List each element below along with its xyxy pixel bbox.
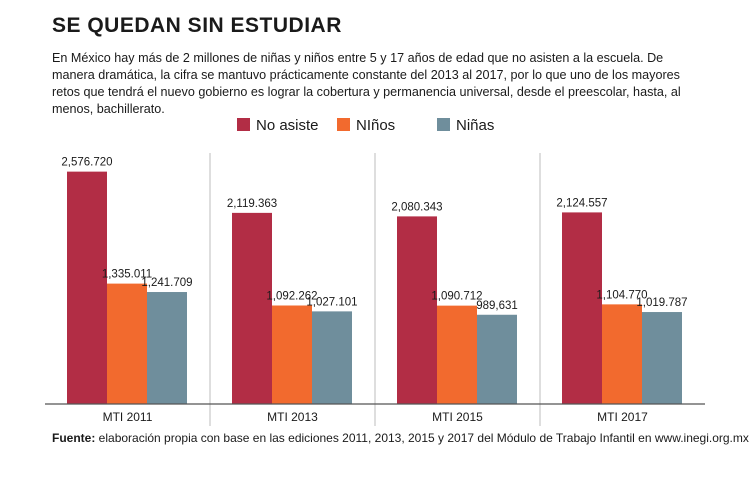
value-label-no-asiste: 2,124.557 (556, 197, 607, 209)
bar-chart: No asiste NIños Niñas 2,576.7201,335.0111,… (45, 117, 705, 426)
group-dividers (209, 153, 541, 426)
legend-label-no-asiste: No asiste (256, 117, 319, 134)
legend-label-ninos: NIños (356, 117, 395, 134)
category-label: MTI 2011 (103, 410, 153, 424)
legend-swatch-no-asiste (237, 118, 250, 131)
legend: No asiste NIños Niñas (237, 117, 494, 134)
value-label-ninas: 989,631 (476, 300, 518, 312)
bar-ninas (312, 311, 352, 404)
category-labels: MTI 2011 MTI 2013 MTI 2015 MTI 2017 (103, 410, 649, 424)
bars (67, 171, 682, 404)
bar-no-asiste (397, 216, 437, 404)
category-label: MTI 2015 (432, 410, 483, 424)
value-label-ninos: 1,092.262 (266, 290, 317, 302)
value-label-ninos: 1,090.712 (431, 291, 482, 303)
bar-ninas (642, 312, 682, 404)
bar-no-asiste (562, 212, 602, 404)
legend-swatch-ninos (337, 118, 350, 131)
bar-ninos (272, 305, 312, 404)
bar-ninas (147, 292, 187, 404)
value-label-ninas: 1,019.787 (636, 297, 687, 309)
value-label-no-asiste: 2,080.343 (391, 201, 442, 213)
chart-intro-text: En México hay más de 2 millones de niñas… (52, 51, 681, 116)
value-label-ninas: 1,027.101 (306, 296, 357, 308)
value-label-ninos: 1,104.770 (596, 289, 647, 301)
legend-swatch-ninas (437, 118, 450, 131)
bar-ninos (602, 304, 642, 404)
bar-no-asiste (232, 212, 272, 404)
source-label: Fuente: (52, 431, 96, 445)
value-label-ninas: 1,241.709 (141, 277, 192, 289)
bar-ninas (477, 314, 517, 404)
legend-label-ninas: Niñas (456, 117, 494, 134)
category-label: MTI 2013 (267, 410, 318, 424)
value-label-no-asiste: 2,119.363 (227, 198, 277, 210)
source-text: elaboración propia con base en las edici… (95, 431, 749, 445)
source-note: Fuente: elaboración propia con base en l… (52, 431, 749, 445)
value-label-ninos: 1,335.011 (102, 269, 152, 281)
category-label: MTI 2017 (597, 410, 648, 424)
bar-ninos (107, 283, 147, 404)
bar-no-asiste (67, 171, 107, 404)
bar-ninos (437, 305, 477, 404)
chart-title: SE QUEDAN SIN ESTUDIAR (52, 14, 342, 37)
value-label-no-asiste: 2,576.720 (61, 157, 112, 169)
